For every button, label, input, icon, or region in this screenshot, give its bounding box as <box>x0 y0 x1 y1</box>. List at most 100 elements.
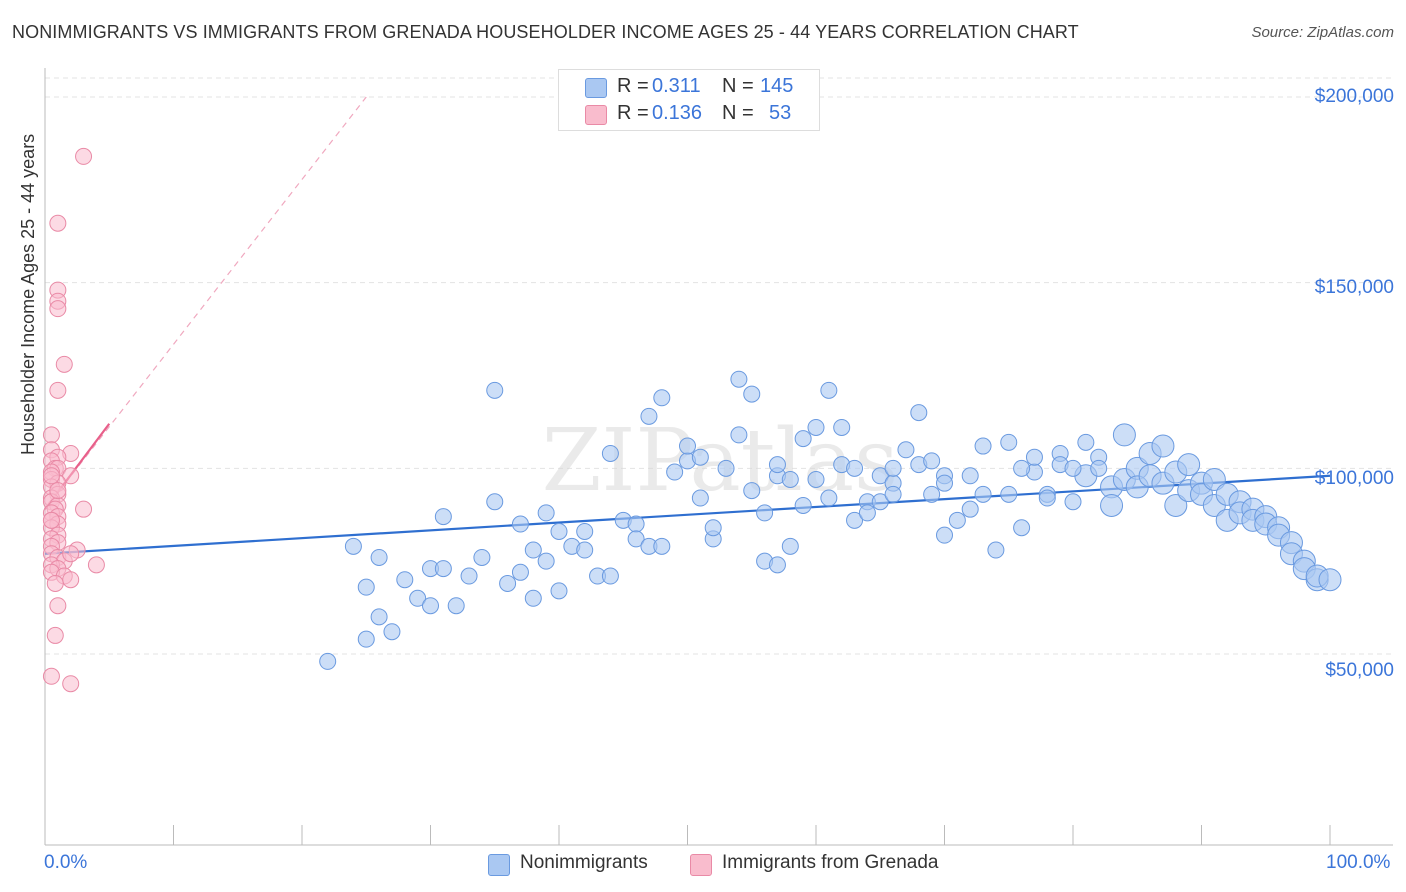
legend-label: Immigrants from Grenada <box>722 852 939 873</box>
nonimmigrant-point <box>884 459 902 477</box>
nonimmigrant-point <box>974 437 992 455</box>
nonimmigrant-point <box>524 541 542 559</box>
nonimmigrant-point <box>370 608 388 626</box>
immigrant-point <box>75 147 93 165</box>
nonimmigrant-point <box>833 418 851 436</box>
nonimmigrant-point <box>1318 568 1342 592</box>
immigrant-point <box>49 381 67 399</box>
nonimmigrant-point <box>820 381 838 399</box>
y-axis-label: Householder Income Ages 25 - 44 years <box>18 133 38 455</box>
legend-swatch-pink <box>585 105 607 125</box>
nonimmigrant-point <box>936 474 953 492</box>
nonimmigrant-point <box>948 511 966 529</box>
nonimmigrant-point <box>1202 467 1226 491</box>
legend-n-label: N = <box>722 75 754 97</box>
immigrant-points <box>42 147 105 693</box>
nonimmigrant-point <box>691 448 709 466</box>
immigrants-trend-extension <box>44 96 367 510</box>
nonimmigrant-point <box>794 496 812 514</box>
grid-lines <box>45 77 1393 655</box>
legend-r-value: 0.311 <box>652 75 701 97</box>
legend-n-value: 145 <box>760 75 794 97</box>
correlation-legend: R = 0.311 N = 145 R = 0.136 N = 53 <box>558 69 820 131</box>
source-label[interactable]: Source: ZipAtlas.com <box>1251 24 1394 41</box>
nonimmigrant-point <box>319 652 337 670</box>
nonimmigrant-point <box>601 567 619 585</box>
nonimmigrant-point <box>1112 423 1136 447</box>
immigrant-point <box>62 545 80 563</box>
nonimmigrant-point <box>1064 493 1082 511</box>
nonimmigrant-point <box>357 578 375 596</box>
nonimmigrant-point <box>768 556 786 574</box>
legend-r-label: R = <box>617 102 649 124</box>
nonimmigrant-point <box>627 515 645 533</box>
nonimmigrant-point <box>601 444 619 462</box>
immigrant-point <box>46 626 64 644</box>
immigrant-point <box>42 511 60 529</box>
nonimmigrant-point <box>434 560 452 578</box>
nonimmigrant-point <box>1064 459 1082 477</box>
y-tick-label: $200,000 <box>1314 86 1394 107</box>
nonimmigrant-point <box>961 500 979 518</box>
immigrant-point <box>46 574 64 592</box>
legend-n-label: N = <box>722 102 754 124</box>
immigrant-point <box>62 675 80 693</box>
nonimmigrant-point <box>1177 453 1201 477</box>
immigrant-point <box>42 467 60 485</box>
nonimmigrant-point <box>1025 448 1043 466</box>
nonimmigrant-point <box>846 459 864 477</box>
nonimmigrant-point <box>447 597 465 615</box>
nonimmigrant-point <box>1013 519 1031 537</box>
nonimmigrant-point <box>1000 433 1018 451</box>
nonimmigrant-point <box>576 522 594 540</box>
nonimmigrant-point <box>884 485 902 503</box>
nonimmigrant-point <box>422 597 439 615</box>
nonimmigrant-point <box>666 463 684 481</box>
chart-title: NONIMMIGRANTS VS IMMIGRANTS FROM GRENADA… <box>12 22 1079 42</box>
nonimmigrant-point <box>820 489 838 507</box>
nonimmigrant-point <box>781 537 799 555</box>
nonimmigrant-point <box>1000 485 1018 503</box>
nonimmigrant-point <box>794 430 812 448</box>
immigrant-point <box>49 300 67 318</box>
nonimmigrant-point <box>756 504 774 522</box>
y-tick-label: $100,000 <box>1314 468 1394 489</box>
nonimmigrant-point <box>1164 493 1188 517</box>
nonimmigrant-point <box>473 548 491 566</box>
nonimmigrant-point <box>511 515 529 533</box>
nonimmigrant-point <box>704 519 722 537</box>
immigrant-point <box>55 355 73 373</box>
nonimmigrant-point <box>743 385 761 403</box>
nonimmigrant-point <box>370 548 388 566</box>
legend-swatch-blue <box>488 854 510 876</box>
nonimmigrant-point <box>524 589 542 607</box>
nonimmigrant-point <box>910 404 928 422</box>
nonimmigrant-point <box>460 567 478 585</box>
nonimmigrant-point <box>434 508 452 526</box>
nonimmigrant-point <box>871 493 889 511</box>
nonimmigrant-point <box>897 441 915 459</box>
legend-r-label: R = <box>617 75 649 97</box>
x-tick-label: 100.0% <box>1326 852 1391 873</box>
nonimmigrant-point <box>987 541 1005 559</box>
nonimmigrant-point <box>1151 434 1175 458</box>
nonimmigrant-point <box>1077 433 1095 451</box>
nonimmigrant-point <box>486 381 504 399</box>
nonimmigrant-point <box>499 574 517 592</box>
nonimmigrant-point <box>768 456 786 474</box>
immigrant-point <box>75 500 93 518</box>
immigrant-point <box>42 667 60 685</box>
immigrant-point <box>49 597 67 615</box>
nonimmigrant-point <box>550 522 568 540</box>
nonimmigrant-point <box>846 511 864 529</box>
nonimmigrant-point <box>871 467 889 485</box>
legend-n-value: 53 <box>769 102 792 124</box>
nonimmigrant-point <box>511 563 529 581</box>
nonimmigrant-point <box>640 407 658 425</box>
nonimmigrant-point <box>974 485 992 503</box>
y-tick-label: $150,000 <box>1314 277 1394 298</box>
immigrant-point <box>87 556 105 574</box>
nonimmigrant-point <box>537 504 555 522</box>
nonimmigrant-point <box>961 467 979 485</box>
